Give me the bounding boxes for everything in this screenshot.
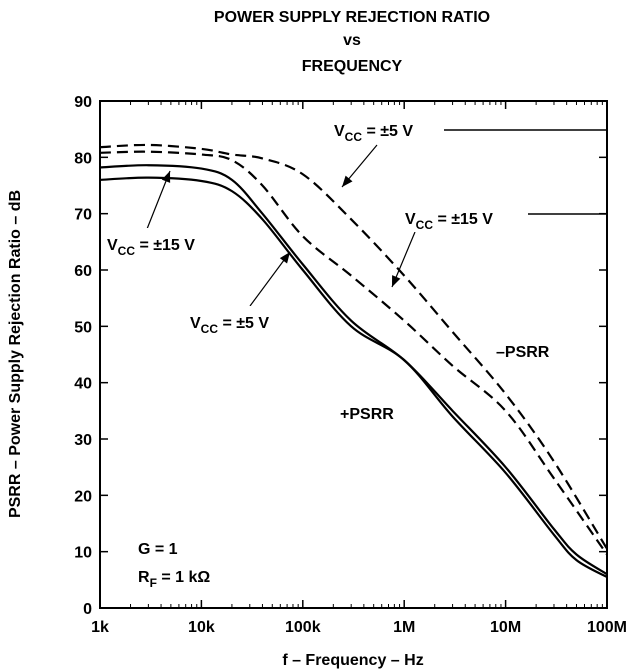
anno-bg-vcc5-dashed — [328, 114, 444, 144]
anno-vcc5-solid-rest: = ±5 V — [218, 315, 269, 332]
x-tick-label-4: 10M — [490, 619, 521, 636]
anno-vcc5-dashed-main: V — [334, 123, 345, 140]
anno-vcc15-dashed-sub: CC — [416, 218, 434, 232]
anno-vcc5-solid-main: V — [190, 315, 201, 332]
x-tick-label-5: 100M — [587, 619, 627, 636]
anno-bg-gain — [134, 536, 252, 592]
anno-vcc15-dashed-rest: = ±15 V — [433, 211, 493, 228]
leader-vcc5-dashed-head — [342, 175, 353, 187]
anno-vcc15-dashed-main: V — [405, 211, 416, 228]
x-tick-label-3: 1M — [393, 619, 415, 636]
anno-vcc15-solid-rest: = ±15 V — [135, 237, 195, 254]
y-tick-label-1: 10 — [74, 545, 92, 562]
anno-vcc15-solid-sub: CC — [118, 244, 136, 258]
y-tick-label-9: 90 — [74, 94, 92, 111]
anno-rf-rest: = 1 kΩ — [157, 569, 210, 586]
x-tick-label-2: 100k — [285, 619, 321, 636]
y-tick-label-3: 30 — [74, 432, 92, 449]
leader-vcc5-solid-head — [279, 252, 290, 264]
y-tick-label-4: 40 — [74, 376, 92, 393]
y-tick-label-6: 60 — [74, 263, 92, 280]
plot-frame — [99, 100, 608, 609]
y-tick-label-2: 20 — [74, 488, 92, 505]
series-layer — [99, 143, 608, 578]
anno-bg-vcc15-solid — [102, 228, 238, 258]
annotation-minus-psrr: –PSRR — [496, 344, 550, 361]
anno-bg-vcc15-dashed — [400, 202, 528, 232]
anno-bg-minus-psrr — [492, 339, 558, 363]
anno-rf-main: R — [138, 569, 150, 586]
y-tick-label-0: 0 — [83, 601, 92, 618]
anno-vcc15-solid-main: V — [107, 237, 118, 254]
chart-title-line-1: POWER SUPPLY REJECTION RATIO — [214, 9, 490, 26]
anno-bg-vcc5-solid — [176, 306, 298, 336]
anno-vcc5-solid-sub: CC — [201, 322, 219, 336]
y-axis-label: PSRR – Power Supply Rejection Ratio – dB — [7, 190, 24, 518]
annotation-plus-psrr: +PSRR — [340, 406, 394, 423]
anno-vcc5-dashed-sub: CC — [345, 130, 363, 144]
chart-title-line-2: vs — [343, 32, 361, 49]
y-tick-label-7: 70 — [74, 207, 92, 224]
annotation-vcc5-dashed: VCC = ±5 V — [334, 123, 413, 144]
x-axis-label: f – Frequency – Hz — [282, 652, 423, 669]
anno-vcc5-dashed-rest: = ±5 V — [362, 123, 413, 140]
y-tick-label-5: 50 — [74, 319, 92, 336]
x-tick-label-0: 1k — [91, 619, 109, 636]
leader-vcc5-solid-line — [249, 251, 291, 307]
leader-vcc15-dashed-head — [392, 275, 401, 287]
annotation-vcc15-dashed: VCC = ±15 V — [405, 211, 493, 232]
series-line-0 — [99, 143, 608, 550]
chart-title-line-3: FREQUENCY — [302, 58, 403, 75]
annotation-vcc5-solid: VCC = ±5 V — [190, 315, 269, 336]
anno-bg-plus-psrr — [336, 401, 412, 425]
annotation-gain: G = 1 — [138, 541, 178, 558]
y-tick-label-8: 80 — [74, 150, 92, 167]
leader-layer — [146, 129, 607, 307]
anno-rf-sub: F — [150, 576, 157, 590]
annotation-rf: RF = 1 kΩ — [138, 569, 210, 590]
annotation-vcc15-solid: VCC = ±15 V — [107, 237, 195, 258]
x-tick-label-1: 10k — [188, 619, 215, 636]
leader-vcc15-solid-head — [161, 171, 171, 183]
series-line-2 — [99, 164, 608, 576]
ticks-layer: 0 10 20 30 40 50 60 70 80 90 1k 10k 100k 1M 10M 100M — [74, 94, 627, 636]
series-line-3 — [99, 176, 608, 578]
series-line-1 — [99, 150, 608, 556]
